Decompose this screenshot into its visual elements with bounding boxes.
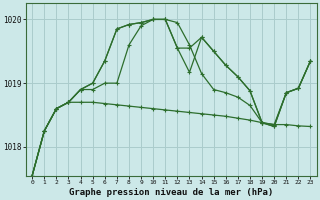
X-axis label: Graphe pression niveau de la mer (hPa): Graphe pression niveau de la mer (hPa) [69,188,274,197]
